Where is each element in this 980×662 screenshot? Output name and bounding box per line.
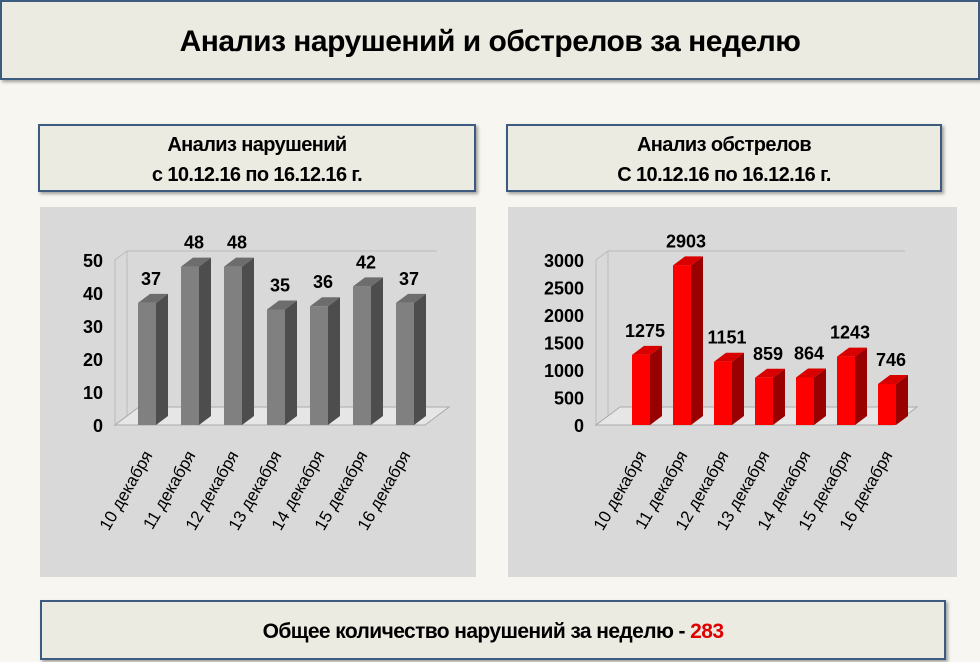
bar: [396, 302, 414, 425]
bar-top: [673, 256, 703, 266]
bar: [138, 302, 156, 425]
violations-chart: 0 10 20 30 40 50 37 10 декабря 48 11 декабря 48 12 …: [40, 207, 476, 577]
summary-value: 283: [690, 620, 724, 643]
bar-side: [199, 257, 211, 425]
y-tick-label: 30: [83, 317, 103, 337]
data-label: 864: [794, 343, 824, 363]
y-tick-label: 1000: [544, 361, 584, 381]
data-label: 35: [270, 276, 290, 296]
bar-side: [732, 352, 744, 425]
side-wall: [114, 250, 128, 426]
bar-top: [796, 368, 826, 378]
bar: [224, 266, 242, 425]
y-tick-label: 2000: [544, 306, 584, 326]
slide-title: Анализ нарушений и обстрелов за неделю: [0, 0, 980, 80]
y-tick-label: 0: [93, 416, 103, 436]
violations-title-line2: с 10.12.16 по 16.12.16 г.: [151, 164, 363, 186]
y-tick-label: 1500: [544, 334, 584, 354]
bar-side: [414, 293, 426, 425]
bar-top: [181, 257, 211, 267]
bar: [181, 266, 199, 425]
bar-top: [878, 374, 908, 384]
bar-top: [632, 345, 662, 355]
bar-top: [755, 368, 785, 378]
shelling-chart-title: Анализ обстрелов С 10.12.16 по 16.12.16 …: [506, 124, 942, 192]
y-tick-label: 0: [574, 416, 584, 436]
bar-side: [156, 293, 168, 425]
bar-side: [242, 257, 254, 425]
bar: [632, 354, 650, 425]
y-tick-label: 3000: [544, 251, 584, 271]
shelling-title-line2: С 10.12.16 по 16.12.16 г.: [617, 164, 831, 186]
data-label: 746: [876, 350, 906, 370]
data-label: 859: [753, 344, 783, 364]
violations-title-line1: Анализ нарушений: [167, 134, 347, 156]
bar: [310, 306, 328, 425]
bar-top: [353, 277, 383, 287]
data-label: 1275: [625, 321, 665, 341]
bar: [714, 361, 732, 425]
bar: [878, 383, 896, 425]
bar-side: [371, 277, 383, 425]
bar-side: [773, 368, 785, 425]
data-label: 48: [184, 233, 204, 253]
data-label: 37: [141, 269, 161, 289]
y-tick-label: 2500: [544, 279, 584, 299]
shelling-title-line1: Анализ обстрелов: [636, 134, 812, 156]
bar-top: [714, 352, 744, 362]
violations-chart-title: Анализ нарушений с 10.12.16 по 16.12.16 …: [38, 124, 476, 192]
bar-side: [650, 345, 662, 425]
bar-side: [285, 300, 297, 425]
weekly-summary: Общее количество нарушений за неделю - 2…: [40, 600, 946, 660]
bar: [755, 377, 773, 425]
bar: [837, 356, 855, 425]
y-tick-label: 10: [83, 383, 103, 403]
bar-top: [224, 257, 254, 267]
data-label: 1243: [830, 323, 870, 343]
y-tick-label: 20: [83, 350, 103, 370]
summary-label: Общее количество нарушений за неделю -: [262, 620, 691, 643]
bar: [796, 377, 814, 425]
bar-top: [837, 347, 867, 357]
side-wall: [595, 250, 609, 426]
data-label: 2903: [666, 231, 706, 251]
bar-side: [328, 297, 340, 425]
data-label: 36: [313, 272, 333, 292]
data-label: 37: [399, 269, 419, 289]
bar: [353, 286, 371, 425]
data-label: 42: [356, 252, 376, 272]
bar-top: [138, 293, 168, 303]
bar: [673, 265, 691, 425]
y-tick-label: 50: [83, 251, 103, 271]
data-label: 48: [227, 233, 247, 253]
y-tick-label: 500: [554, 389, 584, 409]
bar-side: [896, 374, 908, 425]
bar-side: [855, 347, 867, 425]
bar-side: [691, 256, 703, 425]
bar-top: [396, 293, 426, 303]
data-label: 1151: [707, 328, 746, 348]
bar-top: [310, 297, 340, 307]
shelling-chart: 0 500 1000 1500 2000 2500 3000 1275 10 декабря 29…: [508, 207, 957, 577]
bar: [267, 309, 285, 425]
y-tick-label: 40: [83, 284, 103, 304]
bar-side: [814, 368, 826, 425]
bar-top: [267, 300, 297, 310]
